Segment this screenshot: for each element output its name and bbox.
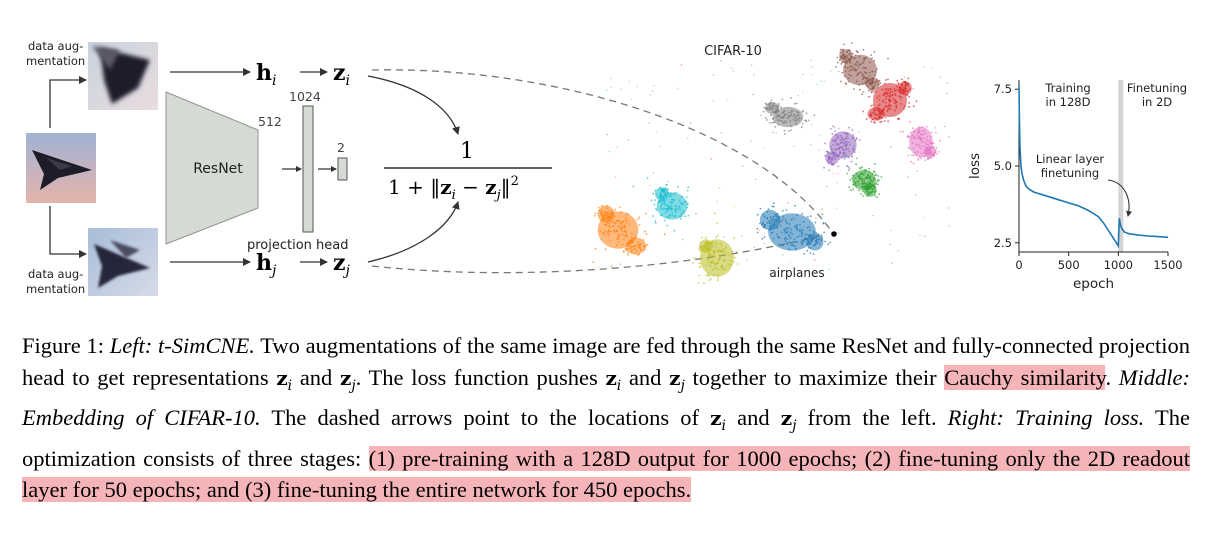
embedding-cluster — [835, 42, 889, 96]
z-j-symbol: zj — [333, 250, 351, 279]
embedding-title: CIFAR-10 — [704, 44, 762, 59]
caption-text-5: from the left. — [796, 405, 948, 430]
airplanes-label: airplanes — [769, 266, 824, 280]
arrow-to-aug-top — [49, 76, 87, 128]
annotation-linear-layer-2: finetuning — [1041, 166, 1099, 180]
formula-denominator: 1 + ‖zi − zj‖2 — [388, 174, 519, 203]
annotation-linear-layer-1: Linear layer — [1036, 152, 1105, 166]
augmented-image-bottom — [88, 228, 158, 296]
caption-text-4: The dashed arrows point to the locations… — [260, 405, 711, 430]
embedding-cluster — [846, 162, 883, 199]
finetune-2d-shaded-region — [1118, 80, 1124, 252]
y-tick-label: 5.0 — [994, 159, 1012, 173]
caption-text-1: Two augmentations of the same image are … — [22, 333, 1191, 390]
formula-numerator: 1 — [460, 139, 474, 164]
caption-and-2: and — [621, 364, 670, 390]
arrow-zi-to-formula — [367, 75, 460, 135]
y-tick-label: 2.5 — [994, 236, 1012, 250]
h-i-symbol: hi — [256, 60, 276, 89]
caption-and-3: and — [725, 405, 781, 430]
annotation-training-2: in 128D — [1046, 95, 1091, 109]
embedding-cluster — [592, 204, 666, 268]
aug-label-top-2: mentation — [26, 54, 85, 68]
figure-1: data aug- mentation data aug- mentation … — [26, 39, 1187, 296]
caption-text-2: . The loss function pushes — [355, 364, 606, 390]
dim-1024-label: 1024 — [289, 89, 321, 104]
caption-zi-2: zi — [605, 365, 622, 394]
augmented-image-top — [88, 42, 158, 110]
aug-label-bottom-2: mentation — [26, 282, 85, 296]
aug-label-bottom-1: data aug- — [28, 267, 83, 281]
embedding-cluster — [823, 125, 861, 172]
annotation-linear-arrow — [1107, 179, 1133, 217]
annotation-training-1: Training — [1044, 81, 1090, 95]
left-panel: data aug- mentation data aug- mentation … — [26, 39, 833, 296]
caption-zj-3: zj — [780, 406, 797, 434]
projection-head-label: projection head — [247, 238, 349, 253]
loss-chart: 2.55.07.50 500 1000 1500epochlossTrainingin… — [967, 80, 1187, 292]
caption-zi-1: zi — [276, 365, 293, 394]
embedding-cluster — [632, 177, 690, 232]
zi-zj-location-marker — [831, 231, 837, 237]
projection-layer-1024 — [302, 105, 314, 233]
arrow-to-aug-bottom — [49, 206, 87, 258]
dashed-arrow-zi — [371, 69, 833, 233]
embedding-clusters — [592, 42, 951, 285]
x-tick-label: 0 — [1015, 258, 1022, 272]
caption-zj-2: zj — [669, 365, 685, 394]
embedding-panel: CIFAR-10 airplanes — [592, 42, 951, 285]
loss-series-line — [1018, 86, 1169, 249]
embedding-cluster — [862, 77, 918, 124]
embedding-outliers — [600, 59, 951, 271]
caption-figure-label: Figure 1: — [22, 333, 110, 358]
h-j-symbol: hj — [256, 250, 277, 279]
caption-text-3: together to maximize their — [684, 364, 945, 390]
x-tick-label: 1000 — [1104, 258, 1133, 272]
aug-label-top-1: data aug- — [28, 39, 83, 53]
dim-512-label: 512 — [258, 114, 282, 129]
caption-period: . — [1105, 364, 1112, 390]
caption-and-1: and — [292, 364, 340, 390]
embedding-cluster — [756, 202, 831, 255]
arrow-zj-to-formula — [367, 201, 460, 263]
embedding-cluster — [692, 212, 739, 285]
caption-middle-title: Middle: Embedding of CIFAR-10. — [22, 364, 1190, 431]
caption-text-6: The optimization consists of three stage… — [22, 405, 1190, 471]
annotation-finetune-2d-2: in 2D — [1142, 95, 1172, 109]
x-tick-label: 1500 — [1153, 258, 1182, 272]
resnet-label: ResNet — [193, 161, 243, 177]
caption-right-title: Right: Training loss. — [947, 405, 1145, 430]
dashed-arrow-zj — [371, 235, 821, 274]
embedding-cluster — [899, 120, 941, 165]
y-tick-label: 7.5 — [994, 82, 1012, 96]
original-image — [26, 133, 96, 203]
y-axis-label: loss — [967, 153, 983, 179]
x-axis-label: epoch — [1073, 276, 1114, 292]
dim-2-label: 2 — [337, 140, 345, 155]
caption-highlight-cauchy: Cauchy similarity — [944, 364, 1106, 390]
annotation-finetune-2d-1: Finetuning — [1127, 81, 1187, 95]
caption-zj-1: zj — [339, 365, 356, 394]
caption-left-title: Left: t-SimCNE. — [109, 333, 255, 358]
embedding-cluster — [762, 97, 816, 135]
projection-layer-2 — [337, 157, 348, 181]
x-tick-label: 500 — [1058, 258, 1080, 272]
figure-caption: Figure 1: Left: t-SimCNE. Two augmentati… — [22, 330, 1191, 506]
cauchy-similarity-formula: 1 1 + ‖zi − zj‖2 — [384, 139, 552, 203]
caption-zi-3: zi — [710, 406, 726, 434]
resnet-encoder — [165, 91, 259, 245]
z-i-symbol: zi — [333, 60, 350, 89]
